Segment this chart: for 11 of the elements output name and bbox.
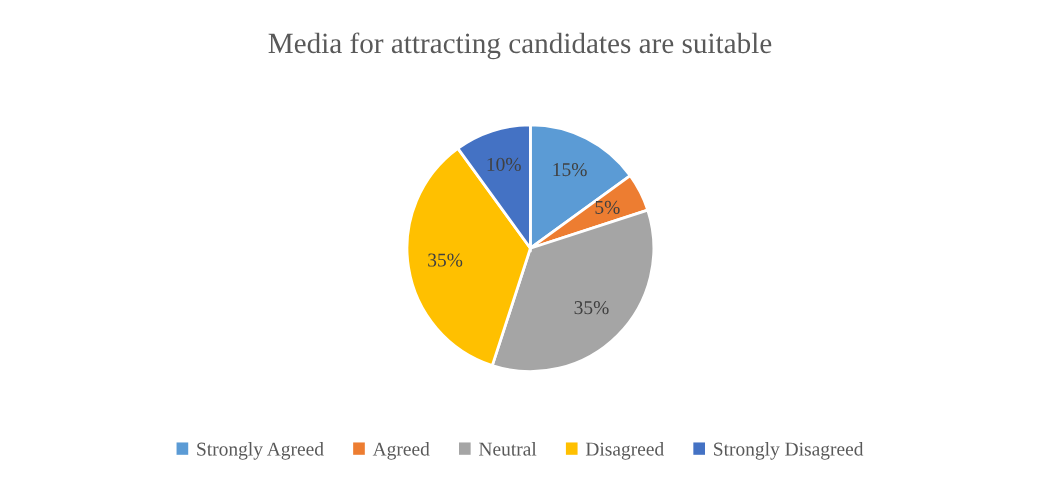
legend-label: Strongly Agreed xyxy=(197,441,324,460)
legend-label: Agreed xyxy=(372,441,430,460)
legend-label: Neutral xyxy=(478,441,537,456)
data-label: 15% xyxy=(553,163,587,177)
legend-label: Disagreed xyxy=(585,441,664,460)
data-label: 35% xyxy=(428,253,463,267)
data-label: 35% xyxy=(574,301,609,315)
data-label: 10% xyxy=(487,157,521,172)
chart-title: Media for attracting candidates are suitable xyxy=(268,32,772,60)
data-label: 5% xyxy=(595,200,620,214)
legend-label: Strongly Disagreed xyxy=(714,441,864,460)
